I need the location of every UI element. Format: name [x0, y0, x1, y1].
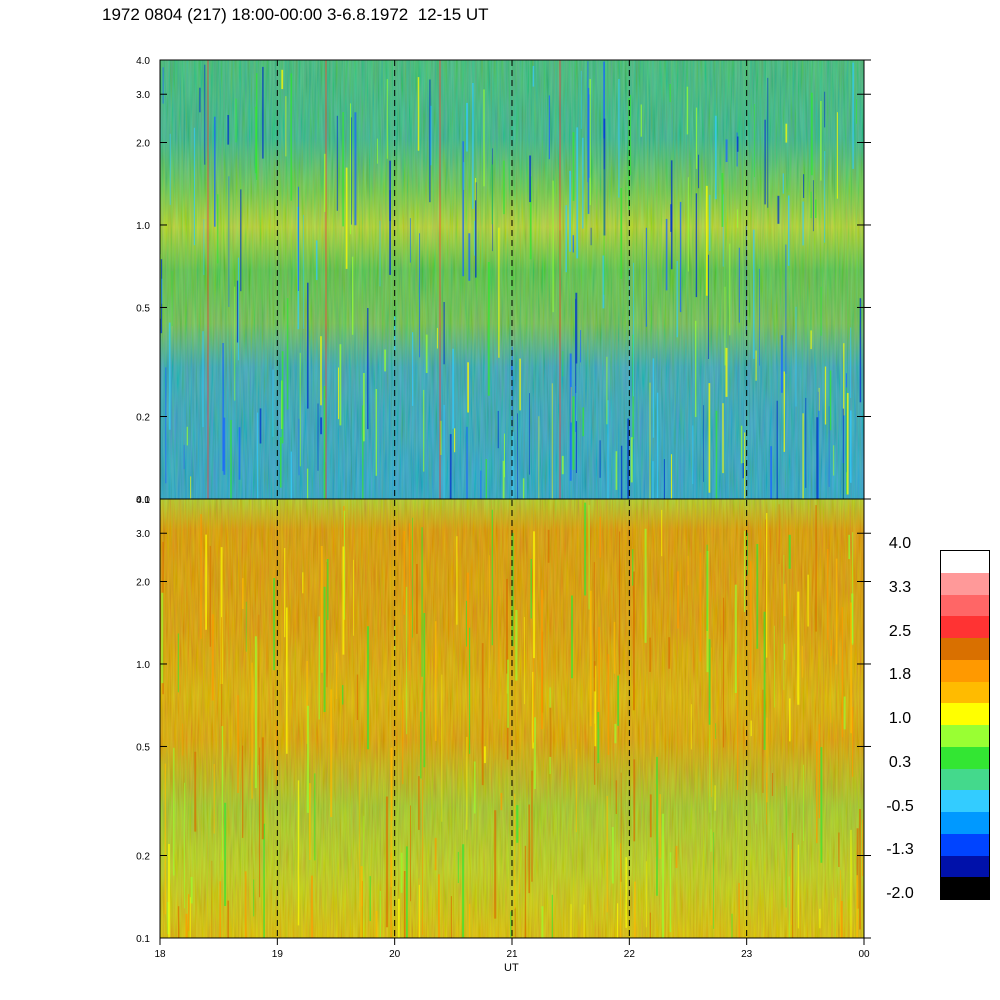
x-tick-label: 19: [272, 949, 284, 960]
colorbar-cell: [941, 746, 989, 769]
colorbar-cell: [941, 877, 989, 899]
colorbar-cell: [941, 725, 989, 747]
lower-panel-streaks: [161, 502, 863, 938]
y-tick-label: 0.1: [136, 934, 150, 945]
colorbar-label: -1.3: [886, 841, 914, 859]
colorbar-cell: [941, 855, 989, 878]
colorbar-cell: [941, 572, 989, 595]
colorbar-cell: [941, 833, 989, 856]
y-tick-label: 3.0: [136, 90, 150, 101]
y-tick-label: 0.2: [136, 413, 150, 424]
y-tick-label: 0.5: [136, 303, 150, 314]
colorbar: [940, 550, 990, 900]
colorbar-label: 1.8: [888, 666, 912, 684]
y-tick-label: 0.2: [136, 852, 150, 863]
y-tick-label: 0.1: [136, 495, 150, 506]
colorbar-cell: [941, 703, 989, 725]
chart-title: 1972 0804 (217) 18:00-00:00 3-6.8.1972 1…: [102, 5, 489, 24]
colorbar-label: -2.0: [886, 885, 914, 902]
colorbar-cell: [941, 551, 989, 573]
y-tick-label: 3.0: [136, 529, 150, 540]
y-tick-label: 4.0: [136, 56, 150, 67]
colorbar-cell: [941, 812, 989, 834]
y-tick-label: 4.0: [136, 495, 150, 506]
colorbar-cell: [941, 681, 989, 704]
y-tick-label: 2.0: [136, 577, 150, 588]
x-tick-label: 22: [624, 949, 636, 960]
axes: 0.10.20.51.02.03.04.00.10.20.51.02.03.04…: [136, 56, 871, 960]
x-tick-label: 23: [741, 949, 753, 960]
colorbar-cell: [941, 616, 989, 638]
y-tick-label: 0.5: [136, 742, 150, 753]
colorbar-cell: [941, 768, 989, 791]
x-tick-label: 18: [154, 949, 166, 960]
colorbar-label: -0.5: [886, 797, 914, 815]
y-tick-label: 1.0: [136, 221, 150, 232]
upper-panel-streaks: [160, 60, 862, 499]
colorbar-cell: [941, 659, 989, 682]
colorbar-label: 4.0: [888, 535, 912, 552]
y-tick-label: 2.0: [136, 138, 150, 149]
x-axis-label: UT: [504, 962, 519, 974]
colorbar-label: 2.5: [888, 622, 912, 640]
colorbar-cell: [941, 638, 989, 660]
colorbar-cell: [941, 790, 989, 812]
x-tick-label: 20: [389, 949, 401, 960]
y-tick-label: 1.0: [136, 660, 150, 671]
x-tick-label: 21: [506, 949, 518, 960]
colorbar-cell: [941, 594, 989, 617]
colorbar-label: 0.3: [888, 753, 912, 771]
colorbar-label: 1.0: [888, 710, 912, 727]
x-tick-label: 00: [858, 949, 870, 960]
colorbar-label: 3.3: [888, 578, 912, 596]
